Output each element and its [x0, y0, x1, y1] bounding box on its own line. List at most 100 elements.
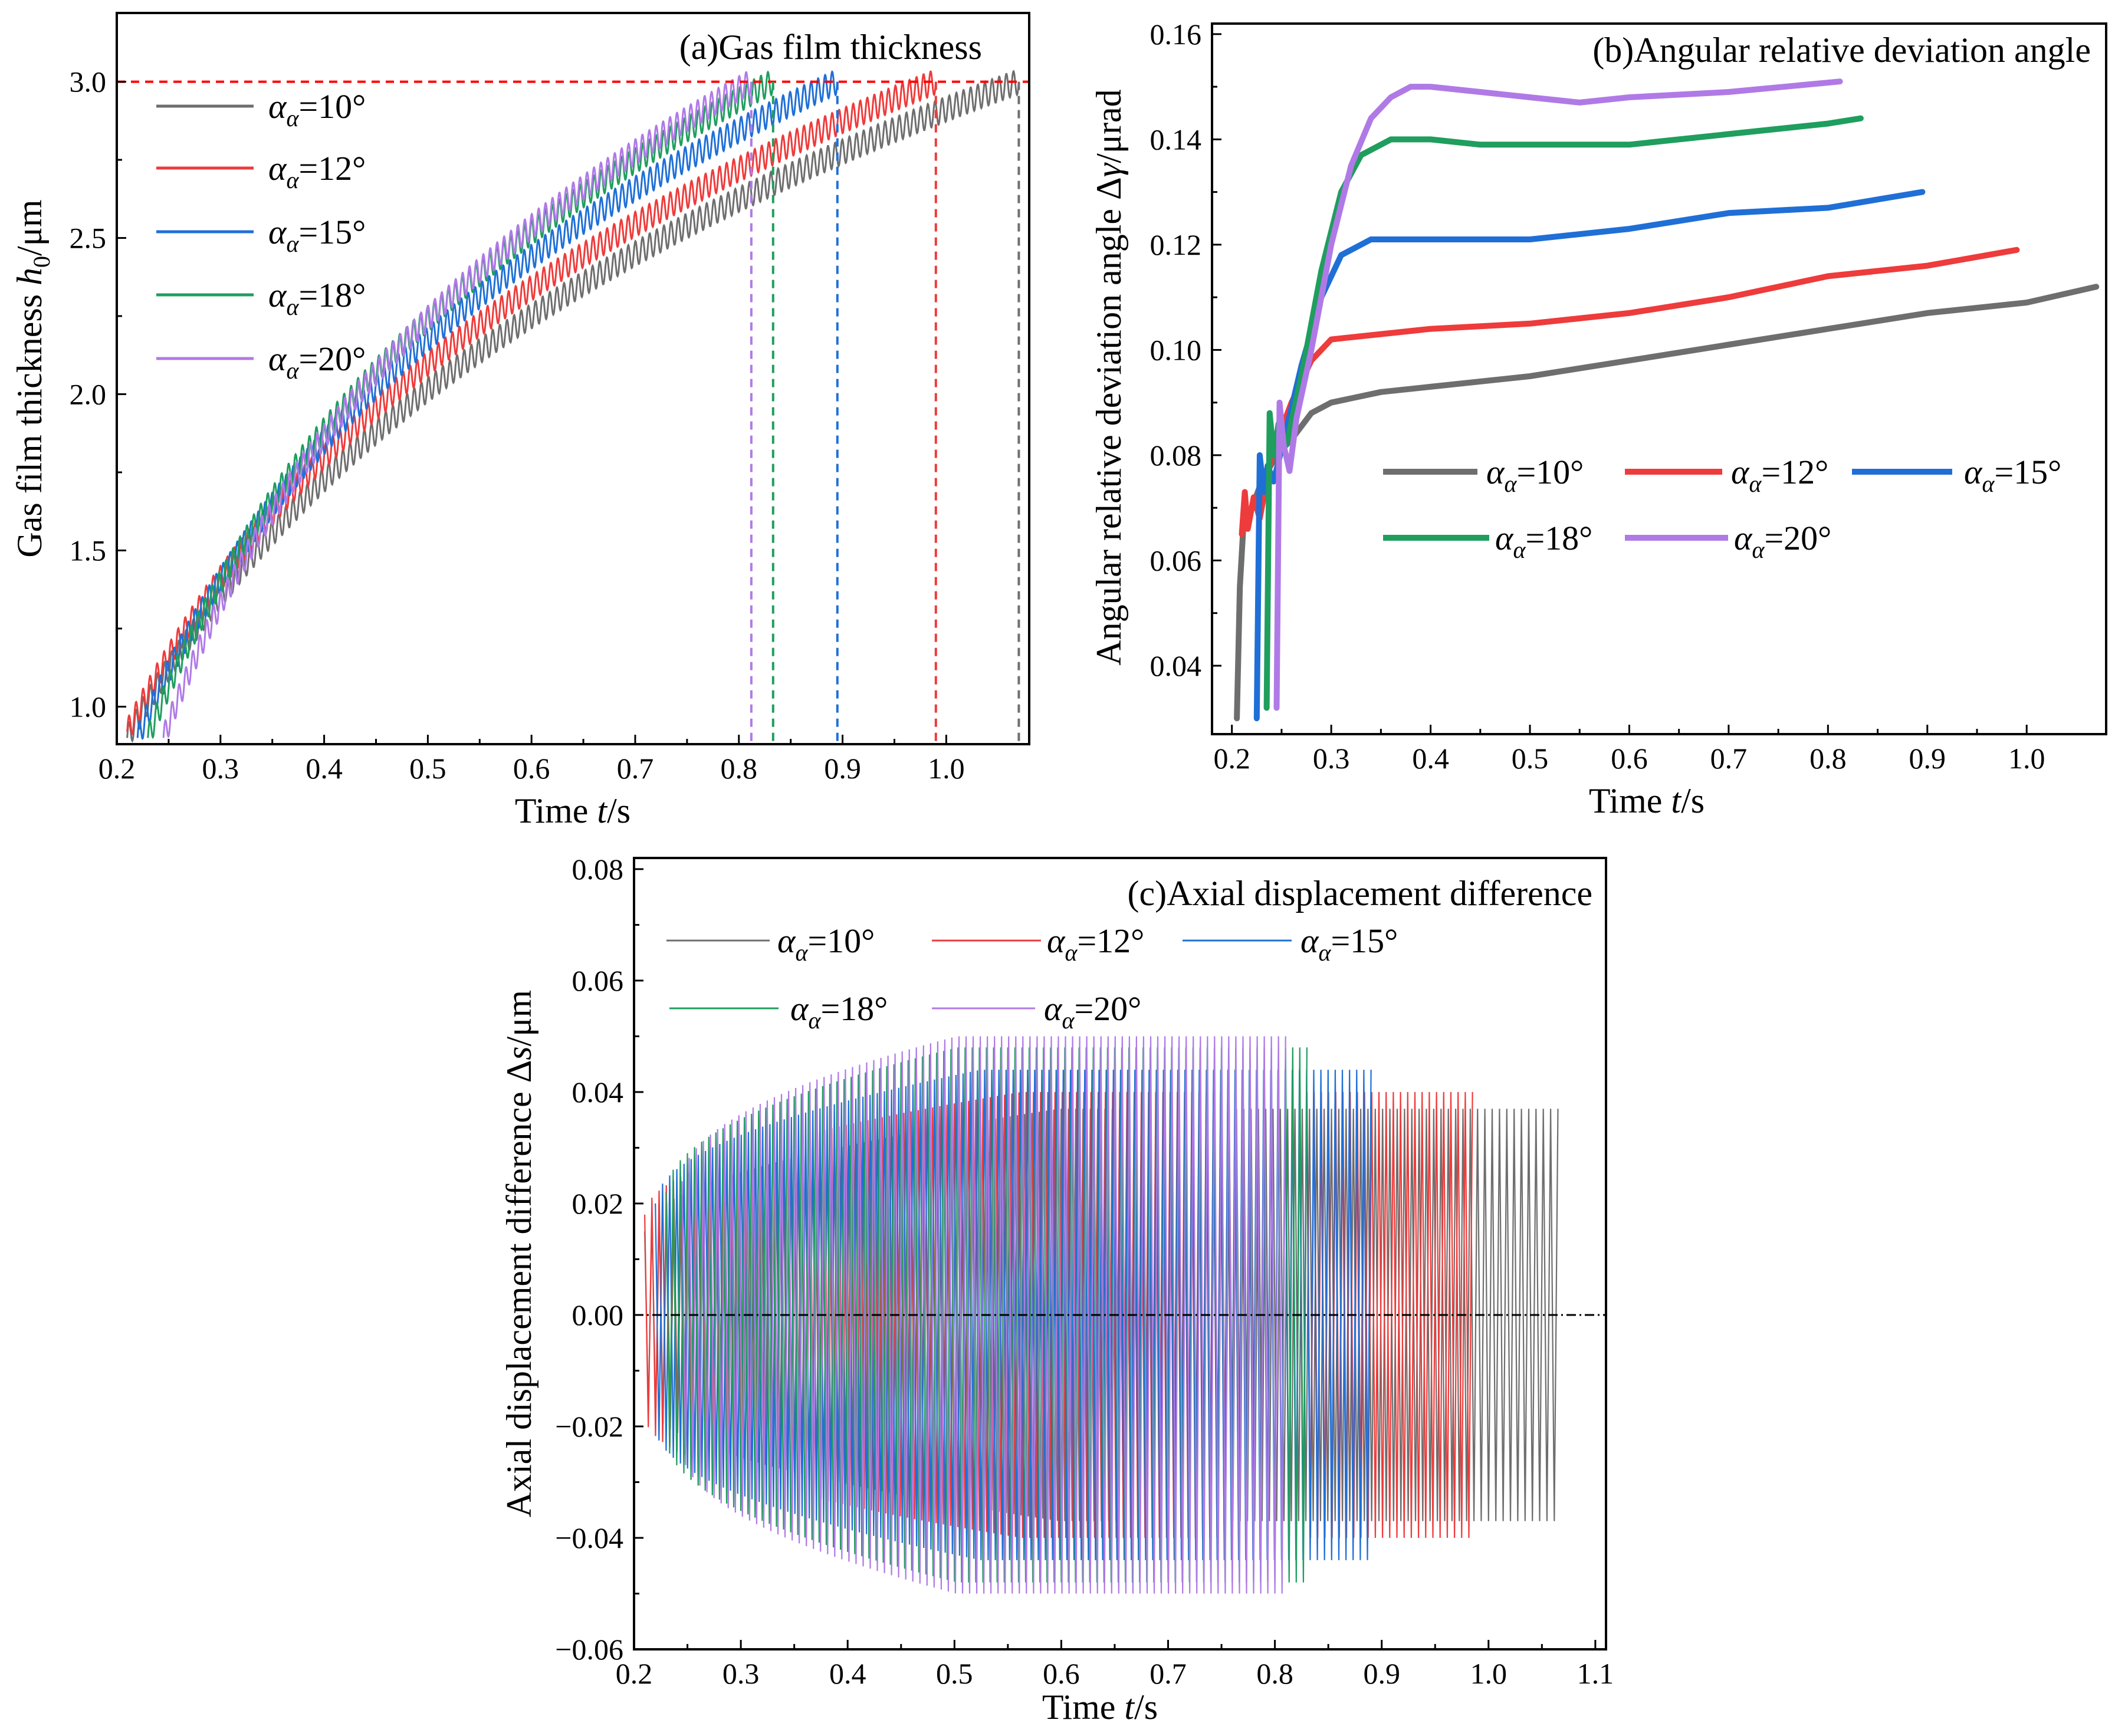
y-tick-label: −0.06 [555, 1633, 623, 1666]
panel-b-frame [1211, 22, 2107, 735]
y-tick-label: 0.16 [1150, 18, 1202, 51]
panel-a-ticks: 0.2 0.3 0.4 0.5 0.6 0.7 0.8 0.9 1.0 1.0 1.5 2.0 2.5 3… [70, 65, 965, 785]
legend-label: αα=20° [1734, 519, 1831, 563]
series-line [126, 70, 937, 736]
x-tick-label: 0.3 [722, 1657, 760, 1690]
x-tick-label: 0.2 [98, 752, 136, 785]
legend-label: αα=18° [1495, 519, 1592, 563]
x-tick-label: 0.5 [1512, 742, 1549, 775]
y-tick-label: 3.0 [70, 65, 107, 98]
y-tick-label: 0.08 [1150, 439, 1202, 472]
series-line [126, 70, 1020, 743]
panel-c-ticks: 0.2 0.3 0.4 0.5 0.6 0.7 0.8 0.9 1.0 1.1 −0.06 −0.04… [555, 853, 1614, 1690]
y-tick-label: 0.06 [1150, 544, 1202, 577]
legend-item: αα=12° [156, 149, 366, 193]
legend-item: αα=10° [156, 87, 366, 131]
y-tick-label: 0.00 [572, 1298, 624, 1331]
x-tick-label: 0.5 [409, 752, 446, 785]
y-tick-label: 0.04 [1150, 649, 1202, 682]
legend-item: αα=20° [156, 340, 366, 384]
panel-c-title: (c)Axial displacement difference [1128, 874, 1593, 913]
x-tick-label: 0.6 [1043, 1657, 1080, 1690]
y-tick-label: 0.04 [572, 1076, 624, 1109]
y-tick-label: 0.06 [572, 964, 624, 997]
legend-item: αα=18° [156, 276, 366, 320]
x-tick-label: 0.8 [1809, 742, 1847, 775]
x-tick-label: 0.8 [1256, 1657, 1293, 1690]
panel-c: 0.2 0.3 0.4 0.5 0.6 0.7 0.8 0.9 1.0 1.1 −0.06 −0.04… [500, 853, 1614, 1727]
x-tick-label: 1.0 [2008, 742, 2045, 775]
legend-item: αα=20° [932, 989, 1141, 1034]
legend-label: αα=20° [1044, 989, 1141, 1034]
series-line [162, 71, 753, 738]
series-line [1239, 246, 2020, 537]
legend-label: αα=10° [777, 922, 875, 966]
x-tick-label: 0.7 [1710, 742, 1748, 775]
series-line [1273, 78, 1843, 711]
legend-item: αα=15° [156, 213, 366, 257]
y-tick-label: 2.0 [70, 377, 107, 410]
panel-a: 0.2 0.3 0.4 0.5 0.6 0.7 0.8 0.9 1.0 1.0 1.5 2.0 2.5 3… [10, 12, 1030, 830]
x-tick-label: 0.9 [824, 752, 861, 785]
legend-item: αα=10° [1383, 453, 1584, 497]
x-tick-label: 0.4 [306, 752, 343, 785]
x-tick-label: 0.9 [1363, 1657, 1400, 1690]
legend-label: αα=15° [1964, 453, 2061, 497]
legend-item: αα=12° [1625, 453, 1828, 497]
y-tick-label: 1.0 [70, 690, 107, 723]
legend-item: αα=15° [1852, 453, 2061, 497]
x-tick-label: 0.9 [1909, 742, 1946, 775]
x-tick-label: 0.7 [1150, 1657, 1187, 1690]
x-tick-label: 0.6 [513, 752, 550, 785]
panel-a-legend: αα=10° αα=12° αα=15° αα=18° αα=20° [156, 87, 366, 384]
panel-c-plot-area [634, 1036, 1606, 1594]
x-tick-label: 0.3 [202, 752, 239, 785]
series-line [1234, 284, 2100, 722]
x-tick-label: 0.2 [616, 1657, 653, 1690]
legend-item: αα=12° [932, 922, 1144, 966]
legend-item: αα=18° [1383, 519, 1592, 563]
panel-b-ticks: 0.2 0.3 0.4 0.5 0.6 0.7 0.8 0.9 1.0 0.04 0.06 0.08 0… [1150, 18, 2045, 775]
panel-a-y-axis-label: Gas film thickness h0/μm [10, 199, 55, 557]
x-tick-label: 0.8 [721, 752, 758, 785]
legend-item: αα=18° [669, 989, 888, 1034]
x-tick-label: 1.1 [1577, 1657, 1614, 1690]
legend-item: αα=10° [666, 922, 875, 966]
legend-label: αα=15° [268, 213, 366, 257]
series-line [1253, 189, 1926, 722]
panel-c-y-axis-label: Axial displacement difference Δs/μm [500, 990, 538, 1517]
panel-c-frame [633, 857, 1607, 1650]
panel-a-x-axis-label: Time t/s [515, 791, 630, 830]
series-line [1263, 115, 1864, 711]
legend-label: αα=20° [268, 340, 366, 384]
legend-label: αα=10° [1486, 453, 1584, 497]
panel-c-x-axis-label: Time t/s [1042, 1688, 1158, 1727]
panel-a-frame [116, 12, 1030, 745]
y-tick-label: 0.02 [572, 1187, 624, 1220]
panel-a-plot-area [117, 70, 1029, 744]
y-tick-label: 0.12 [1150, 228, 1202, 261]
panel-c-legend: αα=10° αα=12° αα=15° αα=18° αα=20° [666, 922, 1398, 1034]
y-tick-label: 0.14 [1150, 123, 1202, 156]
legend-item: αα=20° [1625, 519, 1831, 563]
panel-b: 0.2 0.3 0.4 0.5 0.6 0.7 0.8 0.9 1.0 0.04 0.06 0.08 0… [1089, 18, 2107, 820]
x-tick-label: 0.4 [829, 1657, 866, 1690]
x-tick-label: 1.0 [1470, 1657, 1508, 1690]
y-tick-label: 0.08 [572, 853, 624, 886]
legend-item: αα=15° [1183, 922, 1398, 966]
legend-label: αα=12° [268, 149, 366, 193]
panel-b-plot-area [1234, 78, 2100, 722]
x-tick-label: 0.6 [1611, 742, 1648, 775]
legend-label: αα=15° [1300, 922, 1398, 966]
legend-label: αα=12° [1731, 453, 1828, 497]
panel-a-title: (a)Gas film thickness [679, 28, 982, 67]
y-tick-label: −0.02 [555, 1410, 623, 1443]
x-tick-label: 1.0 [928, 752, 965, 785]
panel-b-legend: αα=10° αα=12° αα=15° αα=18° αα=20° [1383, 453, 2061, 563]
panel-b-y-axis-label: Angular relative deviation angle Δγ/μrad [1089, 89, 1128, 665]
x-tick-label: 0.5 [936, 1657, 973, 1690]
x-tick-label: 0.2 [1213, 742, 1250, 775]
x-tick-label: 0.3 [1313, 742, 1350, 775]
